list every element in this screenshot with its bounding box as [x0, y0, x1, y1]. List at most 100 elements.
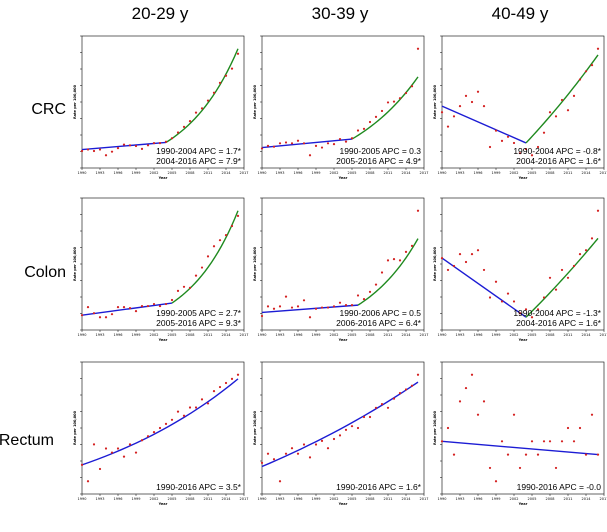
x-tick-label: 2008 — [366, 333, 375, 337]
data-point — [584, 453, 588, 456]
x-tick-label: 1999 — [492, 171, 501, 175]
x-tick-label: 1999 — [132, 497, 141, 501]
data-point — [104, 316, 108, 319]
x-tick-label: 1990 — [78, 333, 87, 337]
data-point — [590, 413, 594, 416]
data-point — [398, 259, 402, 262]
x-tick-label: 1999 — [132, 171, 141, 175]
data-point — [440, 440, 444, 443]
fit-line-segment-1 — [81, 302, 173, 316]
data-point — [386, 406, 390, 409]
x-tick-label: 1996 — [114, 333, 123, 337]
data-point — [578, 78, 582, 81]
x-tick-label: 2008 — [546, 497, 555, 501]
data-point — [512, 300, 516, 303]
data-point — [392, 100, 396, 103]
data-point — [476, 413, 480, 416]
data-point — [494, 280, 498, 283]
x-tick-label: 2008 — [366, 171, 375, 175]
x-tick-label: 2002 — [150, 171, 159, 175]
apc-annotation: 1990-2006 APC = 0.5 — [339, 308, 421, 318]
chart-svg: 1990 1993 1996 1999 2002 2005 2008 2011 2014 2017… — [433, 361, 607, 506]
data-point — [446, 426, 450, 430]
chart-panel-colon-20-29y: 1990 1993 1996 1999 2002 2005 2008 2011 2014 2017… — [70, 192, 248, 344]
x-tick-label: 2017 — [420, 171, 429, 175]
data-point — [518, 466, 522, 470]
data-point — [224, 381, 228, 385]
data-point — [104, 154, 108, 157]
data-point — [338, 434, 342, 437]
data-point — [236, 214, 240, 217]
data-point — [332, 305, 336, 308]
data-point — [524, 147, 528, 151]
data-point — [290, 447, 294, 450]
data-point — [398, 392, 402, 395]
data-point — [440, 111, 444, 114]
x-tick-label: 2017 — [600, 497, 607, 501]
data-point — [368, 415, 372, 419]
x-axis-label: Year — [158, 502, 168, 506]
x-tick-label: 1993 — [276, 333, 285, 337]
data-point — [308, 456, 312, 459]
apc-annotation: 2005-2016 APC = 9.3* — [156, 318, 242, 328]
data-point — [320, 306, 324, 309]
data-point — [104, 447, 108, 450]
data-point — [536, 308, 540, 311]
data-point — [344, 304, 348, 307]
data-point — [98, 316, 102, 319]
data-point — [338, 137, 342, 141]
data-point — [188, 286, 192, 289]
data-point — [470, 100, 474, 104]
data-point — [344, 428, 348, 431]
x-tick-label: 2011 — [204, 333, 213, 337]
data-point — [230, 377, 234, 380]
data-point — [578, 426, 582, 430]
data-point — [554, 466, 558, 470]
x-tick-label: 2005 — [348, 171, 357, 175]
chart-panel-colon-40-49y: 1990 1993 1996 1999 2002 2005 2008 2011 2014 2017… — [430, 192, 607, 344]
data-point — [122, 143, 126, 146]
fit-line-segment-1 — [261, 381, 419, 468]
y-axis-label: Rate per 100,000 — [253, 410, 257, 445]
data-point — [416, 373, 420, 376]
data-point — [350, 425, 354, 428]
data-point — [452, 115, 456, 118]
fit-line-segment-2 — [525, 237, 599, 318]
data-point — [284, 452, 288, 455]
data-point — [158, 426, 162, 430]
data-point — [278, 305, 282, 308]
chart-panel-crc-20-29y: 1990 1993 1996 1999 2002 2005 2008 2011 2014 2017… — [70, 30, 248, 182]
data-point — [530, 440, 534, 443]
x-tick-label: 1990 — [78, 497, 87, 501]
data-point — [500, 300, 504, 303]
x-tick-label: 2005 — [168, 497, 177, 501]
y-axis-label: Rate per 100,000 — [433, 410, 437, 445]
data-point — [458, 104, 462, 108]
x-tick-label: 2005 — [168, 333, 177, 337]
data-point — [596, 209, 600, 212]
data-point — [86, 305, 90, 309]
data-point — [260, 314, 264, 318]
x-tick-label: 2008 — [546, 171, 555, 175]
data-point — [170, 298, 174, 302]
data-point — [134, 144, 138, 148]
data-point — [416, 47, 420, 50]
data-point — [128, 307, 132, 310]
chart-svg: 1990 1993 1996 1999 2002 2005 2008 2011 2014 2017… — [253, 197, 428, 342]
fit-line-segment-2 — [171, 210, 239, 304]
data-point — [140, 439, 144, 442]
data-point — [542, 440, 546, 443]
data-point — [230, 224, 234, 228]
data-point — [470, 253, 474, 256]
data-point — [410, 384, 414, 387]
data-point — [470, 373, 474, 376]
x-tick-label: 2014 — [402, 333, 412, 337]
data-point — [380, 109, 384, 113]
data-point — [278, 480, 282, 483]
data-point — [590, 237, 594, 240]
x-tick-label: 1993 — [96, 171, 105, 175]
data-point — [170, 137, 174, 140]
apc-annotation: 1990-2016 APC = 3.5* — [156, 482, 242, 492]
fit-line-segment-1 — [441, 105, 527, 144]
data-point — [200, 266, 204, 269]
